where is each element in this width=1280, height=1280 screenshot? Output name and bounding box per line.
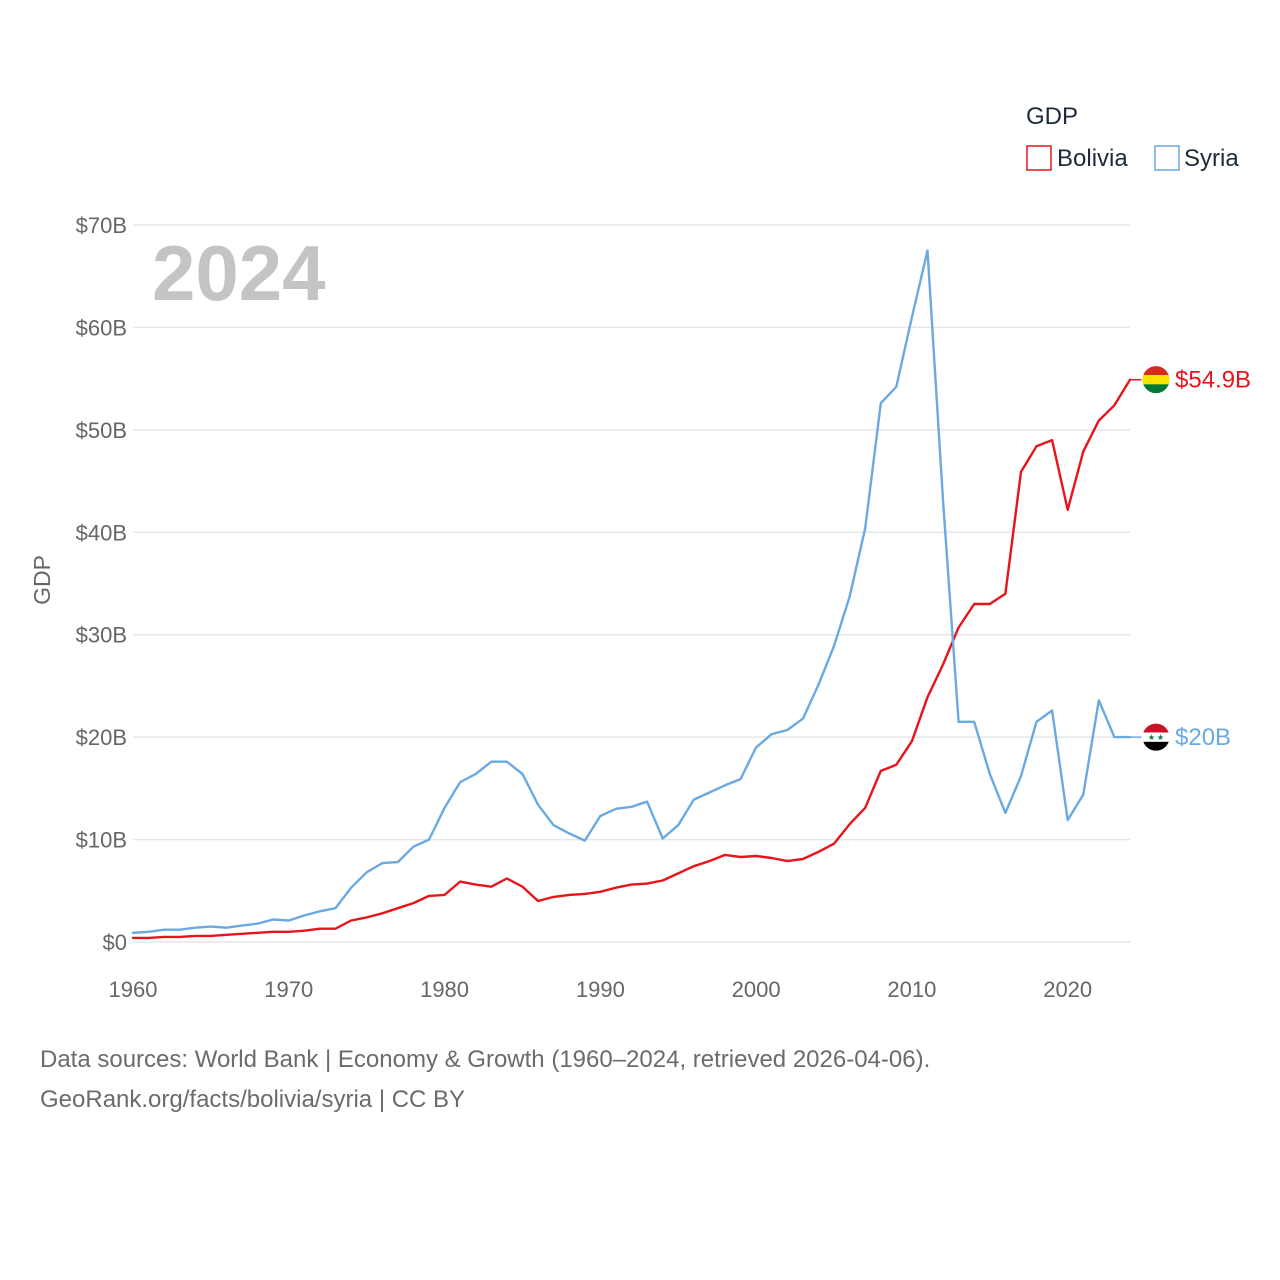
legend-swatch-syria xyxy=(1154,145,1180,171)
x-tick-label: 1990 xyxy=(576,977,625,1002)
legend-label-syria: Syria xyxy=(1184,145,1239,172)
x-tick-label: 2020 xyxy=(1043,977,1092,1002)
legend-item-bolivia[interactable]: Bolivia xyxy=(1026,145,1128,172)
y-tick-label: $50B xyxy=(76,418,127,443)
end-labels: $54.9B★ ★ $20B xyxy=(1130,365,1251,752)
legend-swatch-bolivia xyxy=(1026,145,1052,171)
data-sources-note: Data sources: World Bank | Economy & Gro… xyxy=(40,1046,931,1073)
legend-title: GDP xyxy=(1026,103,1078,130)
year-overlay: 2024 xyxy=(152,229,326,317)
series-line-bolivia[interactable] xyxy=(131,378,1132,940)
x-tick-label: 1980 xyxy=(420,977,469,1002)
y-axis-title: GDP xyxy=(29,555,55,605)
svg-text:★: ★ xyxy=(1157,733,1164,742)
y-tick-label: $70B xyxy=(76,213,127,238)
series-line-syria[interactable] xyxy=(131,249,1132,934)
series xyxy=(131,249,1132,940)
flag-bolivia-icon xyxy=(1141,365,1171,395)
end-value-label-syria: $20B xyxy=(1175,724,1231,751)
x-axis-ticks: 1960 1970 1980 1990 2000 2010 2020 xyxy=(109,977,1093,1002)
grid xyxy=(133,224,1130,943)
legend: GDP Bolivia Syria xyxy=(1026,103,1239,172)
flag-syria-icon: ★ ★ xyxy=(1141,722,1171,752)
legend-label-bolivia: Bolivia xyxy=(1057,145,1128,172)
x-tick-label: 2010 xyxy=(887,977,936,1002)
attribution-link[interactable]: GeoRank.org/facts/bolivia/syria | CC BY xyxy=(40,1086,466,1113)
y-axis-ticks: $0 $10B $20B $30B $40B $50B $60B $70B xyxy=(76,213,127,955)
x-tick-label: 2000 xyxy=(732,977,781,1002)
y-tick-label: $20B xyxy=(76,725,127,750)
svg-text:★: ★ xyxy=(1148,733,1155,742)
x-tick-label: 1960 xyxy=(109,977,158,1002)
x-tick-label: 1970 xyxy=(264,977,313,1002)
y-tick-label: $60B xyxy=(76,315,127,340)
y-tick-label: $10B xyxy=(76,828,127,853)
y-tick-label: $40B xyxy=(76,520,127,545)
footer: Data sources: World Bank | Economy & Gro… xyxy=(40,1040,930,1120)
y-tick-label: $0 xyxy=(103,930,127,955)
y-tick-label: $30B xyxy=(76,623,127,648)
end-value-label-bolivia: $54.9B xyxy=(1175,367,1251,394)
legend-item-syria[interactable]: Syria xyxy=(1154,145,1239,172)
